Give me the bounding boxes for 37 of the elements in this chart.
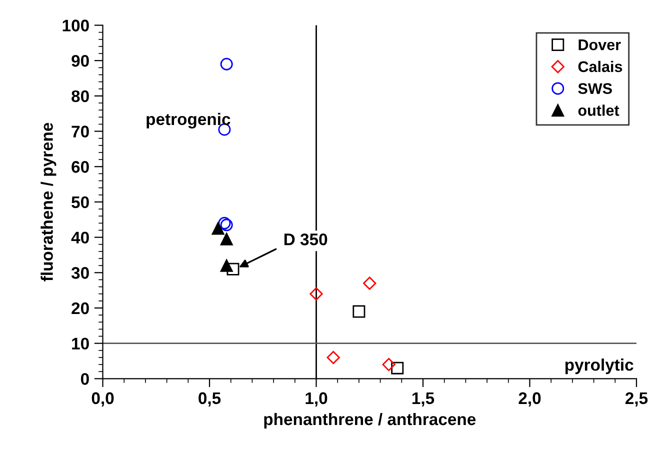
y-tick-label: 0	[80, 373, 89, 385]
point	[363, 276, 376, 290]
legend-label: Calais	[578, 60, 622, 72]
y-tick-label: 20	[72, 302, 89, 314]
point	[326, 350, 340, 364]
point	[212, 222, 224, 235]
legend-label: Dover	[578, 40, 621, 50]
x-tick-label: 2,5	[625, 392, 648, 407]
y-tick-label: 40	[71, 232, 89, 244]
legend-label: outlet	[578, 104, 620, 116]
point	[220, 232, 233, 246]
x-tick-label: 1,0	[306, 392, 328, 407]
point	[391, 362, 404, 374]
y-tick-label: 100	[62, 20, 89, 32]
legend-label: SWS	[578, 83, 612, 94]
y-tick-label: 90	[72, 54, 89, 67]
x-tick-label: 2,0	[518, 392, 541, 407]
x-tick-label: 0,0	[92, 392, 114, 407]
y-tick-label: 80	[72, 90, 89, 102]
annotation: D 350	[284, 234, 328, 246]
x-tick-label: 1,5	[412, 392, 434, 407]
point	[226, 262, 240, 276]
y-tick-label: 10	[72, 338, 89, 350]
annotation: pyrolytic	[565, 358, 634, 374]
y-axis-title: fluorathene / pyrene	[40, 122, 56, 282]
point	[382, 358, 396, 372]
point	[352, 305, 366, 318]
y-tick-label: 70	[72, 126, 89, 138]
point	[310, 287, 323, 300]
y-tick-label: 50	[72, 196, 89, 208]
point	[220, 259, 233, 272]
point	[220, 58, 233, 70]
x-axis-title: phenanthrene / anthracene	[264, 412, 476, 428]
y-tick-label: 60	[72, 161, 89, 173]
x-tick-label: 0,5	[198, 392, 221, 407]
annotation: petrogenic	[146, 112, 230, 128]
y-tick-label: 30	[71, 267, 89, 279]
